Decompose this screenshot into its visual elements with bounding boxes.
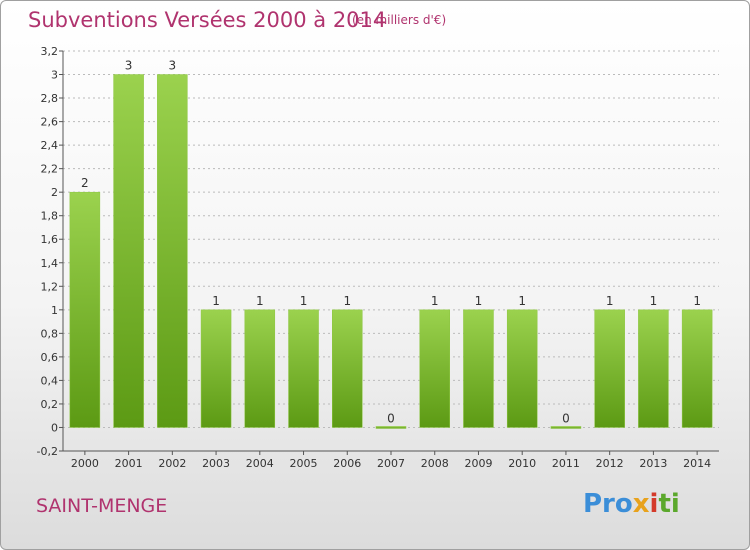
- chart-subtitle: (en milliers d'€): [352, 13, 447, 27]
- y-tick-label: 0,2: [41, 398, 59, 411]
- x-tick-label: 2013: [639, 457, 667, 470]
- bar-2014: [681, 309, 713, 428]
- data-label: 3: [169, 59, 177, 73]
- y-tick-label: 1,8: [41, 210, 59, 223]
- x-tick-label: 2014: [683, 457, 711, 470]
- chart-title: Subventions Versées 2000 à 2014: [28, 8, 387, 32]
- data-label: 1: [518, 294, 526, 308]
- bar-2013: [638, 309, 669, 428]
- y-tick-label: 1,4: [41, 257, 59, 270]
- bar-2001: [113, 74, 144, 428]
- y-tick-label: 2,8: [41, 92, 59, 105]
- bar-2011: [550, 426, 582, 429]
- bars: [69, 74, 713, 429]
- x-tick-label: 2000: [71, 457, 99, 470]
- data-label: 3: [125, 59, 133, 73]
- data-label: 1: [431, 294, 439, 308]
- logo-part-4: ti: [658, 489, 680, 519]
- x-tick-label: 2002: [158, 457, 186, 470]
- bar-2009: [463, 309, 494, 428]
- bar-2010: [506, 309, 538, 428]
- data-label: 0: [387, 411, 395, 425]
- logo-part-3: i: [649, 489, 659, 519]
- data-label: 1: [300, 294, 308, 308]
- y-tick-label: 0,8: [41, 327, 59, 340]
- data-labels: 2 3 3 1 1 1 1 0 1 1 1 0 1 1 1: [81, 59, 701, 426]
- bar-2007: [375, 426, 407, 429]
- data-label: 1: [212, 294, 220, 308]
- x-tick-label: 2001: [115, 457, 143, 470]
- data-label: 0: [562, 411, 570, 425]
- y-tick-label: 2,4: [41, 139, 59, 152]
- data-label: 1: [475, 294, 483, 308]
- x-tick-label: 2007: [377, 457, 405, 470]
- y-tick-label: 1,2: [41, 280, 59, 293]
- x-tick-label: 2010: [508, 457, 536, 470]
- y-tick-label: 0: [51, 421, 58, 434]
- bar-2012: [594, 309, 625, 428]
- y-tick-label: 0,4: [41, 374, 59, 387]
- y-tick-label: 3,2: [41, 45, 59, 58]
- data-label: 1: [256, 294, 264, 308]
- bar-2002: [157, 74, 188, 428]
- proxiti-logo: Proxiti: [583, 489, 680, 519]
- y-tick-label: 3: [51, 69, 58, 82]
- x-tick-label: 2012: [596, 457, 624, 470]
- bar-2005: [288, 309, 319, 428]
- bar-2000: [69, 191, 101, 428]
- logo-part-1: Pro: [583, 489, 633, 519]
- x-tick-label: 2011: [552, 457, 580, 470]
- data-label: 1: [693, 294, 701, 308]
- y-tick-label: 0,6: [41, 351, 59, 364]
- bar-2008: [419, 309, 450, 428]
- y-tick-label: 1,6: [41, 233, 59, 246]
- x-tick-label: 2004: [246, 457, 274, 470]
- y-tick-label: -0,2: [37, 445, 58, 458]
- bar-2003: [200, 309, 232, 428]
- x-tick-label: 2006: [333, 457, 361, 470]
- bar-2006: [332, 309, 363, 428]
- y-tick-label: 1: [51, 304, 58, 317]
- x-tick-label: 2009: [464, 457, 492, 470]
- y-tick-label: 2: [51, 186, 58, 199]
- logo-part-2: x: [632, 489, 650, 519]
- y-tick-label: 2,2: [41, 163, 59, 176]
- bar-2004: [244, 309, 276, 428]
- data-label: 1: [606, 294, 614, 308]
- commune-name: SAINT-MENGE: [36, 495, 168, 517]
- data-label: 1: [650, 294, 658, 308]
- y-tick-label: 2,6: [41, 116, 59, 129]
- data-label: 1: [343, 294, 351, 308]
- axes: -0,2 0 0,2 0,4 0,6 0,8 1 1,2 1,4 1,6 1,8 2 2,2 2,4 2,6…: [37, 45, 719, 470]
- x-tick-label: 2005: [290, 457, 318, 470]
- x-tick-label: 2008: [421, 457, 449, 470]
- x-tick-label: 2003: [202, 457, 230, 470]
- data-label: 2: [81, 176, 89, 190]
